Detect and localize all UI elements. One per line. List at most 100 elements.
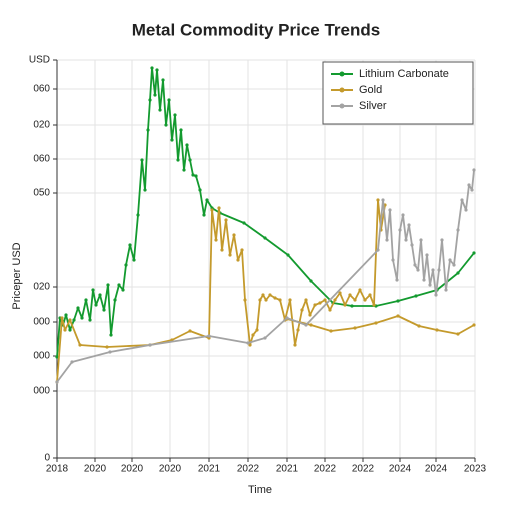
data-point <box>410 243 414 247</box>
data-point <box>140 158 144 162</box>
data-point <box>435 328 439 332</box>
data-point <box>273 296 277 300</box>
data-point <box>328 308 332 312</box>
data-point <box>440 238 444 242</box>
legend-marker <box>339 87 345 93</box>
data-point <box>309 279 313 283</box>
data-point <box>278 298 282 302</box>
chart-title: Metal Commodity Price Trends <box>132 20 380 39</box>
data-point <box>286 253 290 257</box>
data-point <box>214 238 218 242</box>
data-point <box>288 298 292 302</box>
x-tick-label: 2022 <box>352 464 375 475</box>
data-point <box>363 298 367 302</box>
data-point <box>109 333 113 337</box>
data-point <box>313 303 317 307</box>
x-tick-label: 2020 <box>84 464 107 475</box>
y-tick-label: 000 <box>33 351 50 362</box>
data-point <box>309 323 313 327</box>
data-point <box>304 323 308 327</box>
data-point <box>91 288 95 292</box>
legend-box <box>322 61 474 125</box>
data-point <box>388 208 392 212</box>
data-point <box>401 213 405 217</box>
data-point <box>173 113 177 117</box>
data-point <box>358 288 362 292</box>
data-point <box>132 258 136 262</box>
data-point <box>350 304 354 308</box>
x-tick-label: 2018 <box>46 464 69 475</box>
data-point <box>64 313 68 317</box>
data-point <box>414 294 418 298</box>
data-point <box>105 345 109 349</box>
data-point <box>224 218 228 222</box>
data-point <box>353 326 357 330</box>
data-point <box>55 355 59 359</box>
data-point <box>143 188 147 192</box>
data-point <box>353 298 357 302</box>
data-point <box>167 98 171 102</box>
legend-marker <box>339 71 345 77</box>
data-point <box>368 293 372 297</box>
data-point <box>176 158 180 162</box>
x-tick-label: 2022 <box>314 464 337 475</box>
series-line <box>56 199 475 383</box>
series-line <box>56 67 475 358</box>
data-point <box>338 291 342 295</box>
data-point <box>150 66 154 70</box>
data-point <box>464 208 468 212</box>
data-point <box>417 324 421 328</box>
legend-marker <box>339 103 345 109</box>
data-point <box>318 301 322 305</box>
data-point <box>385 238 389 242</box>
data-point <box>372 303 376 307</box>
data-point <box>248 343 252 347</box>
data-point <box>113 298 117 302</box>
data-point <box>304 298 308 302</box>
data-point <box>72 318 76 322</box>
data-point <box>228 253 232 257</box>
x-tick-label: 2022 <box>237 464 260 475</box>
x-tick-label: 2024 <box>389 464 412 475</box>
data-point <box>268 293 272 297</box>
data-point <box>98 293 102 297</box>
x-tick-label: 2021 <box>198 464 221 475</box>
data-point <box>70 360 74 364</box>
data-point <box>404 238 408 242</box>
data-point <box>467 183 471 187</box>
y-tick-label: 000 <box>33 317 50 328</box>
data-point <box>191 173 195 177</box>
data-point <box>472 251 476 255</box>
y-tick-label: USD <box>29 55 50 66</box>
data-point <box>381 198 385 202</box>
data-point <box>460 198 464 202</box>
y-tick-label: 020 <box>33 120 50 131</box>
data-point <box>170 138 174 142</box>
y-tick-label: 000 <box>33 386 50 397</box>
data-point <box>60 316 64 320</box>
data-point <box>194 174 198 178</box>
data-point <box>148 98 152 102</box>
data-point <box>285 316 289 320</box>
data-point <box>300 308 304 312</box>
data-point <box>121 288 125 292</box>
data-point <box>220 248 224 252</box>
data-point <box>164 123 168 127</box>
data-point <box>472 323 476 327</box>
data-point <box>188 158 192 162</box>
data-point <box>413 263 417 267</box>
data-point <box>452 263 456 267</box>
data-point <box>108 350 112 354</box>
data-point <box>88 318 92 322</box>
data-point <box>444 288 448 292</box>
legend-label: Gold <box>359 84 382 96</box>
x-axis-label: Time <box>248 484 272 496</box>
data-point <box>210 208 214 212</box>
data-point <box>293 343 297 347</box>
data-point <box>148 343 152 347</box>
data-point <box>182 168 186 172</box>
data-point <box>419 238 423 242</box>
data-point <box>155 68 159 72</box>
data-point <box>264 298 268 302</box>
data-point <box>161 78 165 82</box>
